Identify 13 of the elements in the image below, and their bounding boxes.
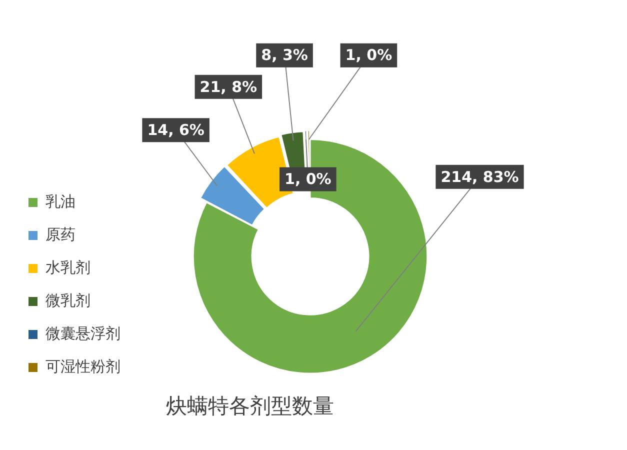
data-label: 21, 8% (200, 78, 258, 96)
legend-label: 原药 (46, 225, 76, 244)
data-label: 1, 0% (284, 170, 332, 188)
legend-label: 水乳剂 (46, 258, 90, 276)
data-label: 214, 83% (440, 168, 519, 186)
text: 炔螨特各剂型数量 (166, 394, 334, 418)
legend-label: 乳油 (46, 192, 76, 210)
legend-label: 微乳剂 (46, 291, 90, 310)
legend-label: 微囊悬浮剂 (46, 324, 120, 342)
data-label: 8, 3% (261, 46, 308, 64)
data-label: 14, 6% (147, 121, 204, 140)
legend-label: 可湿性粉剂 (46, 357, 120, 376)
data-label: 1, 0% (345, 46, 392, 64)
